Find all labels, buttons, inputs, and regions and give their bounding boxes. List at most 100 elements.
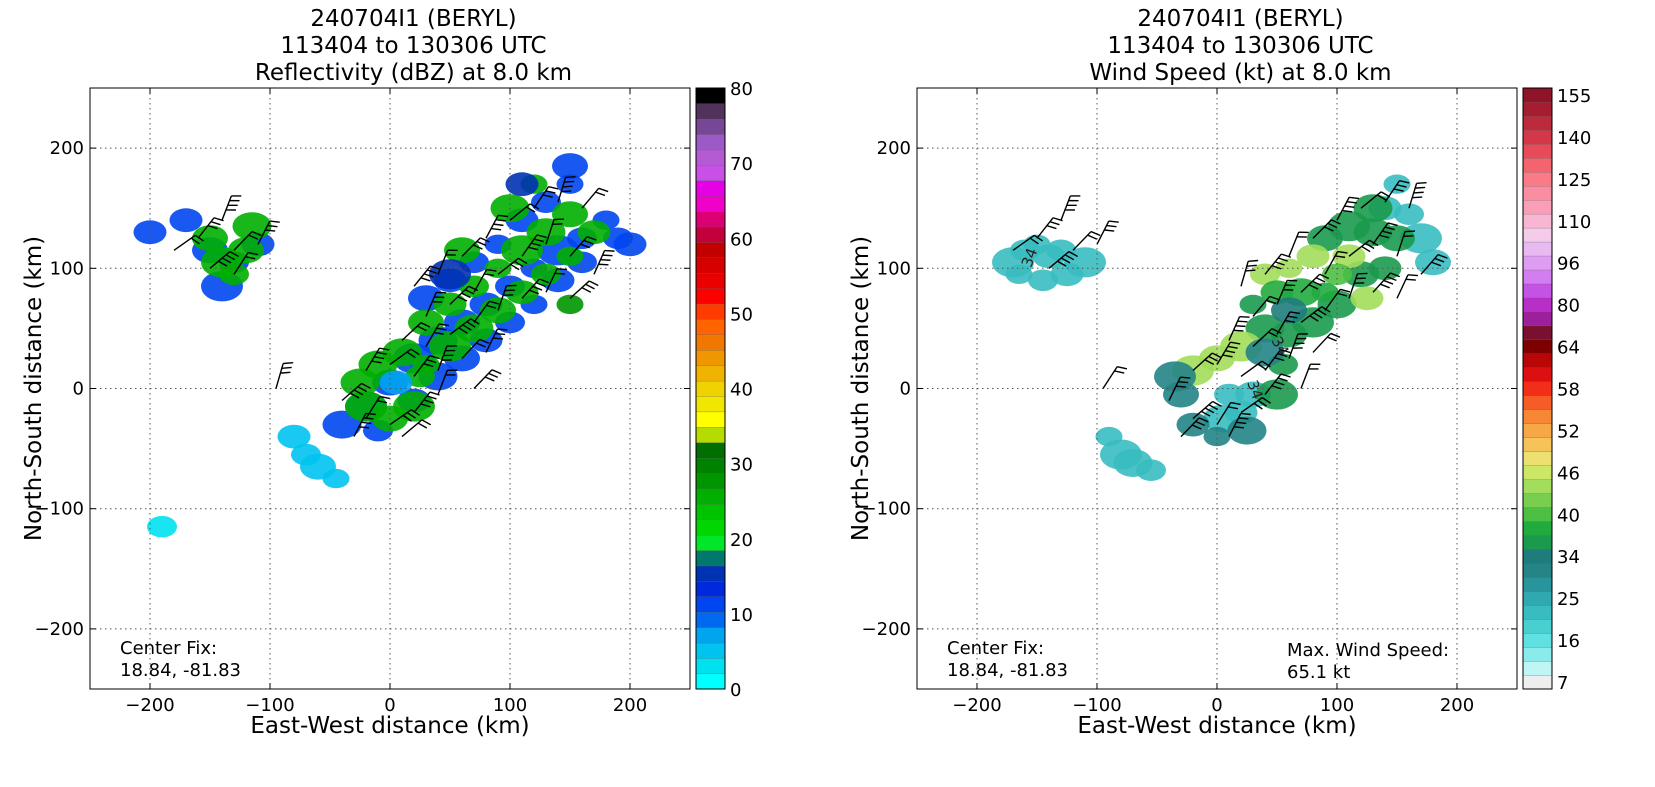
wind-barb [473, 369, 502, 389]
wind-barb [1048, 250, 1078, 269]
colorbar-tick-label: 30 [730, 455, 753, 476]
colorbar-swatch [1522, 577, 1553, 592]
colorbar-swatch [695, 211, 726, 228]
wind-barb-flag [1236, 421, 1247, 425]
wind-barb-staff [1096, 220, 1110, 245]
wind-barb-flag [1349, 196, 1360, 200]
wind-barb-flag [1287, 315, 1298, 319]
wind-barb [521, 234, 547, 257]
wind-barb-flag [1331, 219, 1341, 225]
wind-barb-flag [585, 283, 595, 290]
wind-barb-flag [525, 206, 536, 213]
grid [917, 88, 1517, 689]
data-cell [1275, 258, 1303, 278]
wind-barb-flag [1268, 331, 1278, 338]
data-cell [1154, 361, 1196, 392]
wind-speed-chart: 34 34 34 −200 −100 0 100 200 −200 −100 0 100 200 East… [848, 86, 1591, 739]
colorbar-swatch [695, 87, 726, 104]
wind-barb-flag [426, 395, 437, 400]
data-cell [322, 410, 362, 439]
x-tick-label: 100 [1320, 695, 1354, 716]
colorbar-swatch [1522, 451, 1553, 466]
wind-barbs [173, 175, 615, 438]
wind-barb-flag [1383, 279, 1394, 285]
y-tick-label: 0 [900, 379, 911, 400]
x-axis-label: East-West distance (km) [250, 713, 529, 739]
y-tick-label: 100 [877, 258, 911, 279]
wind-barb-flag [510, 263, 520, 271]
wind-barb-flag [423, 273, 434, 278]
wind-barb-flag [1068, 250, 1078, 258]
wind-barb-flag [1064, 254, 1075, 261]
data-cell [556, 294, 584, 315]
wind-barb [437, 369, 458, 395]
colorbar-swatch [1522, 479, 1553, 494]
wind-barb [569, 280, 599, 299]
wind-barb [1420, 254, 1448, 275]
colorbar-swatch [695, 534, 726, 551]
wind-barb [1348, 272, 1368, 299]
wind-barb-flag [1227, 406, 1239, 410]
chart-title-line-1: 240704I1 (BERYL) [310, 6, 517, 32]
colorbar-swatch [695, 426, 726, 443]
data-cell [340, 368, 380, 397]
wind-barb-flag [1344, 205, 1355, 209]
data-cell [531, 191, 561, 213]
wind-barb-flag [458, 327, 468, 334]
wind-barb-flag [1281, 253, 1292, 258]
colorbar-swatch [695, 565, 726, 582]
colorbar-frame [1522, 87, 1553, 690]
wind-speed-panel: 240704I1 (BERYL) 113404 to 130306 UTC Wi… [827, 0, 1654, 787]
wind-barb-flag [466, 321, 476, 328]
wind-barb [1228, 315, 1250, 341]
colorbar-swatch [695, 164, 726, 181]
wind-barb-staff [581, 187, 600, 209]
wind-barb-flag [489, 300, 500, 305]
wind-barb-flag [1317, 309, 1327, 316]
wind-barb [1072, 230, 1101, 251]
colorbar-swatch [1522, 269, 1553, 285]
wind-barb-flag [473, 244, 483, 250]
wind-barb-staff [1300, 363, 1311, 389]
x-tick-label: 200 [613, 695, 647, 716]
data-cell [133, 220, 167, 245]
data-cell [505, 280, 539, 305]
wind-barb [1276, 311, 1300, 335]
wind-barb-flag [1308, 284, 1319, 290]
y-tick-label: −200 [35, 619, 84, 640]
wind-barb-flag [1266, 299, 1277, 305]
reflectivity-panel: 240704I1 (BERYL) 113404 to 130306 UTC Re… [0, 0, 827, 787]
wind-barb-flag [1227, 345, 1238, 349]
colorbar-swatch [1522, 395, 1553, 410]
colorbar-tick-label: 52 [1557, 421, 1580, 442]
wind-barb-flag [218, 260, 228, 267]
colorbar-swatch [695, 226, 726, 243]
wind-barb-flag [225, 254, 236, 261]
wind-barb-flag [365, 412, 376, 416]
colorbar-swatch [1522, 604, 1553, 620]
wind-barb-flag [1335, 255, 1346, 259]
wind-barb-flag [479, 338, 490, 344]
wind-barb [1192, 400, 1222, 420]
wind-barb-flag [1277, 377, 1288, 382]
y-tick-label: 100 [50, 258, 84, 279]
wind-barb-flag [1274, 261, 1285, 266]
data-cell [556, 246, 584, 266]
wind-barb-flag [1365, 242, 1375, 250]
wind-barb-flag [518, 257, 528, 265]
wind-barb [1216, 401, 1241, 425]
wind-barb-flag [1271, 265, 1282, 270]
y-tick-label: 200 [50, 138, 84, 159]
wind-barb [425, 323, 449, 347]
wind-barb-flag [1269, 295, 1280, 301]
wind-barbs [1012, 179, 1448, 438]
wind-barb-flag [1437, 254, 1448, 259]
wind-barb-flag [245, 256, 256, 260]
wind-barb-flag [462, 324, 472, 331]
wind-barb-flag [1225, 350, 1236, 354]
wind-barb-flag [1271, 385, 1282, 390]
wind-barb-flag [1431, 261, 1442, 267]
wind-barb-flag [1222, 354, 1233, 358]
colorbar-tick-label: 80 [1557, 296, 1580, 317]
wind-barb-flag [545, 190, 556, 194]
